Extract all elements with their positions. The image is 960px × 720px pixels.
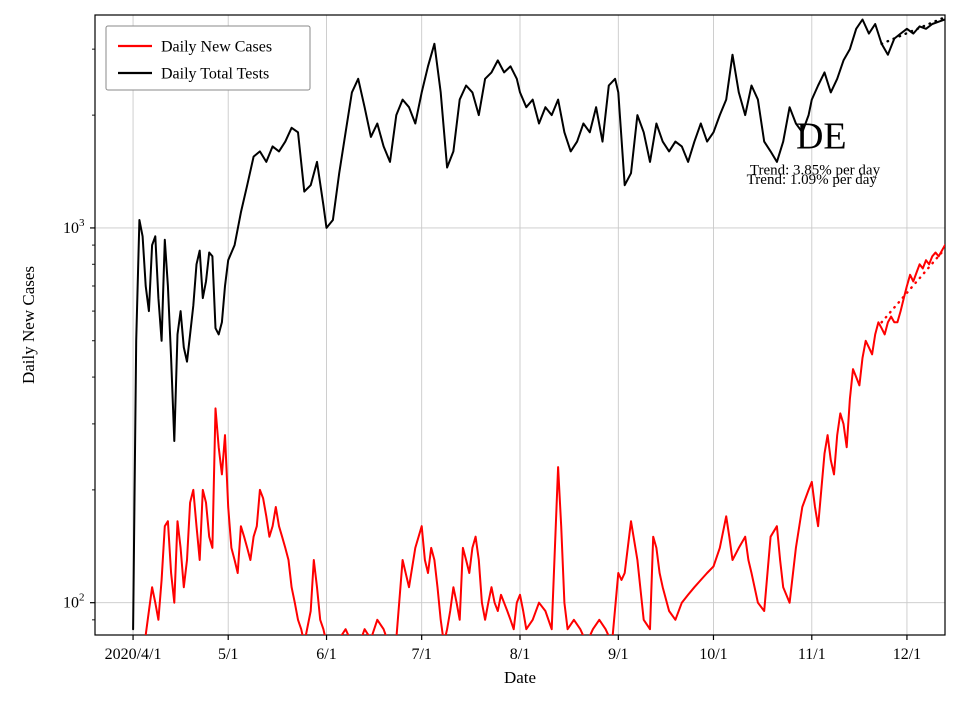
- series-line-daily-total-tests: [132, 18, 945, 631]
- y-tick-label: 103: [63, 217, 85, 237]
- gridlines: [95, 15, 945, 635]
- x-axis-label: Date: [504, 668, 536, 687]
- x-tick-label: 8/1: [510, 646, 530, 663]
- x-tick-label: 7/1: [411, 646, 431, 663]
- legend-label: Daily New Cases: [161, 39, 272, 56]
- axis-ticks: 2020/4/1 5/1 6/1 7/1 8/1 9/1 10/1 11/1 12/1 102 10…: [63, 48, 921, 663]
- x-tick-label: 2020/4/1: [105, 646, 162, 663]
- legend-label: Daily Total Tests: [161, 66, 269, 83]
- annotation-text: Trend: 3.85% per day: [750, 162, 881, 178]
- legend-box: [105, 25, 311, 91]
- legend: Daily New Cases Daily Total Tests: [105, 25, 311, 91]
- x-tick-label: 10/1: [699, 646, 727, 663]
- x-tick-label: 11/1: [798, 646, 826, 663]
- x-tick-label: 12/1: [893, 646, 921, 663]
- annotation-text: DE: [796, 115, 847, 157]
- series-line-daily-new-cases: [144, 244, 945, 635]
- x-tick-label: 6/1: [316, 646, 336, 663]
- y-axis-label: Daily New Cases: [19, 266, 38, 384]
- annotation-text: Trend: 1.09% per day: [747, 172, 878, 188]
- series-lines: [132, 16, 945, 635]
- x-tick-label: 5/1: [218, 646, 238, 663]
- y-tick-label: 102: [63, 592, 85, 612]
- x-tick-label: 9/1: [608, 646, 628, 663]
